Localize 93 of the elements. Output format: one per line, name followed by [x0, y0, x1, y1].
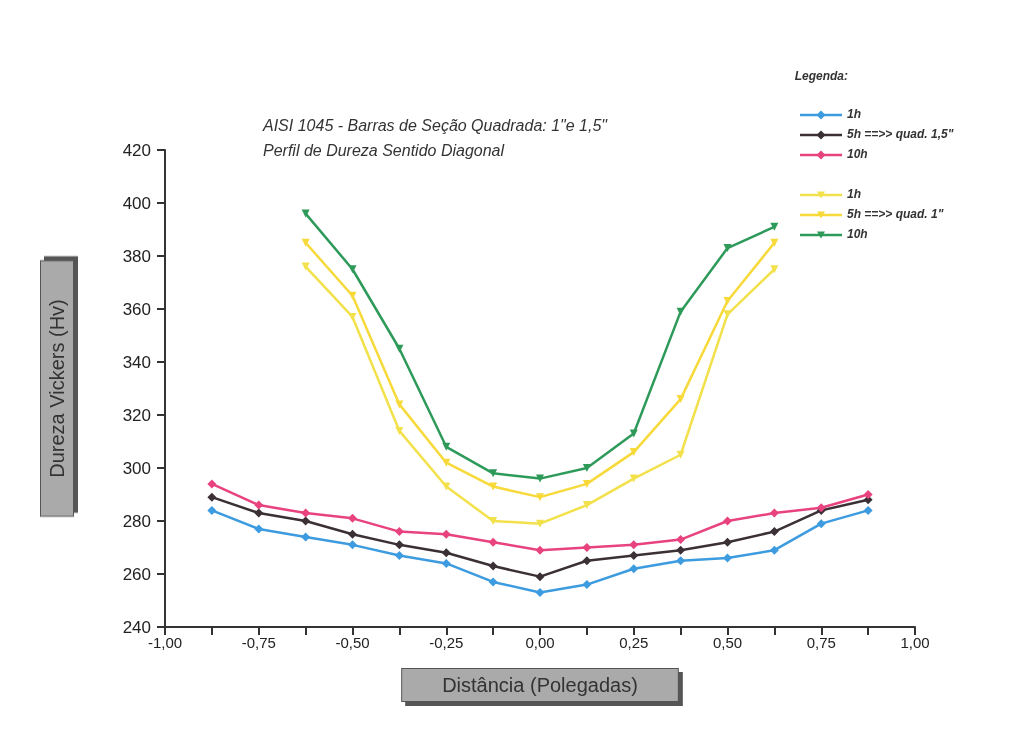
point [629, 550, 639, 560]
point [582, 501, 591, 510]
point [723, 553, 732, 563]
x-tick-label: -0,25 [429, 634, 464, 651]
point [770, 238, 779, 247]
y-tick-label: 360 [122, 299, 151, 319]
point [394, 540, 404, 550]
point [535, 545, 545, 555]
legend-title: Legenda: [794, 69, 849, 83]
point [488, 537, 498, 547]
point [489, 469, 498, 478]
point [535, 588, 545, 598]
point [676, 535, 686, 545]
point [536, 474, 544, 483]
x-tick-label: 0,50 [712, 634, 743, 651]
point [676, 556, 686, 566]
point [536, 519, 544, 528]
point [441, 548, 451, 558]
point [207, 492, 217, 502]
x-axis-title: Distância (Polegadas) [442, 674, 638, 696]
point [301, 532, 311, 542]
point [629, 540, 639, 550]
point [394, 527, 404, 537]
point [770, 265, 779, 274]
point [254, 500, 264, 510]
point [723, 537, 732, 547]
x-tick-label: -0,75 [241, 634, 276, 651]
legend-label: 1h [847, 107, 862, 121]
point [723, 516, 732, 526]
point [723, 244, 732, 253]
point [769, 508, 779, 518]
y-axis-title: Dureza Vickers (Hv) [46, 299, 68, 478]
point [629, 448, 638, 457]
point [536, 493, 544, 502]
y-tick-label: 240 [122, 617, 151, 637]
legend-label: 5h ==>> quad. 1,5" [847, 127, 954, 141]
point [723, 297, 732, 306]
point [489, 517, 498, 525]
legend-label: 10h [847, 147, 868, 161]
point [301, 508, 311, 518]
point [676, 395, 685, 404]
point [488, 577, 498, 587]
point [441, 529, 451, 539]
point [207, 505, 217, 515]
point [769, 527, 779, 537]
point [441, 558, 451, 568]
point [395, 426, 404, 435]
point [488, 561, 498, 571]
point [769, 545, 779, 555]
point [582, 464, 591, 472]
point [348, 529, 357, 539]
y-tick-label: 320 [122, 405, 151, 425]
point [348, 291, 357, 300]
point [863, 490, 873, 499]
legend-label: 10h [847, 227, 868, 241]
x-tick-label: -1,00 [147, 634, 183, 651]
point [394, 550, 404, 560]
point [395, 344, 404, 353]
point [676, 545, 686, 555]
point [254, 508, 264, 518]
point [535, 572, 545, 582]
point [770, 222, 779, 231]
y-tick-label: 380 [122, 246, 151, 266]
point [863, 505, 873, 515]
point [348, 513, 357, 523]
point [348, 265, 357, 274]
legend-label: 5h ==>> quad. 1" [847, 207, 944, 221]
y-tick-label: 300 [122, 458, 151, 478]
point [395, 400, 404, 409]
point [582, 543, 592, 552]
point [254, 524, 264, 534]
x-tick-label: 0,00 [525, 634, 555, 651]
point [629, 564, 639, 574]
point [816, 519, 826, 529]
point [348, 540, 357, 550]
y-tick-label: 400 [122, 193, 151, 213]
point [207, 479, 217, 489]
point [582, 556, 592, 566]
x-tick-label: -0,50 [335, 634, 370, 651]
point [582, 479, 591, 488]
y-tick-label: 260 [122, 564, 151, 584]
y-tick-label: 280 [122, 511, 151, 531]
x-tick-label: 0,75 [806, 634, 836, 651]
chart-title: AISI 1045 - Barras de Seção Quadrada: 1"e 1,5" [262, 116, 609, 134]
y-tick-label: 420 [122, 140, 151, 160]
y-tick-label: 340 [122, 352, 151, 372]
point [348, 312, 357, 321]
legend-label: 1h [847, 187, 862, 201]
point [301, 516, 311, 526]
chart-subtitle: Perfil de Dureza Sentido Diagonal [263, 141, 505, 159]
x-tick-label: 1,00 [900, 634, 930, 651]
x-tick-label: 0,25 [619, 634, 649, 651]
point [582, 580, 592, 590]
